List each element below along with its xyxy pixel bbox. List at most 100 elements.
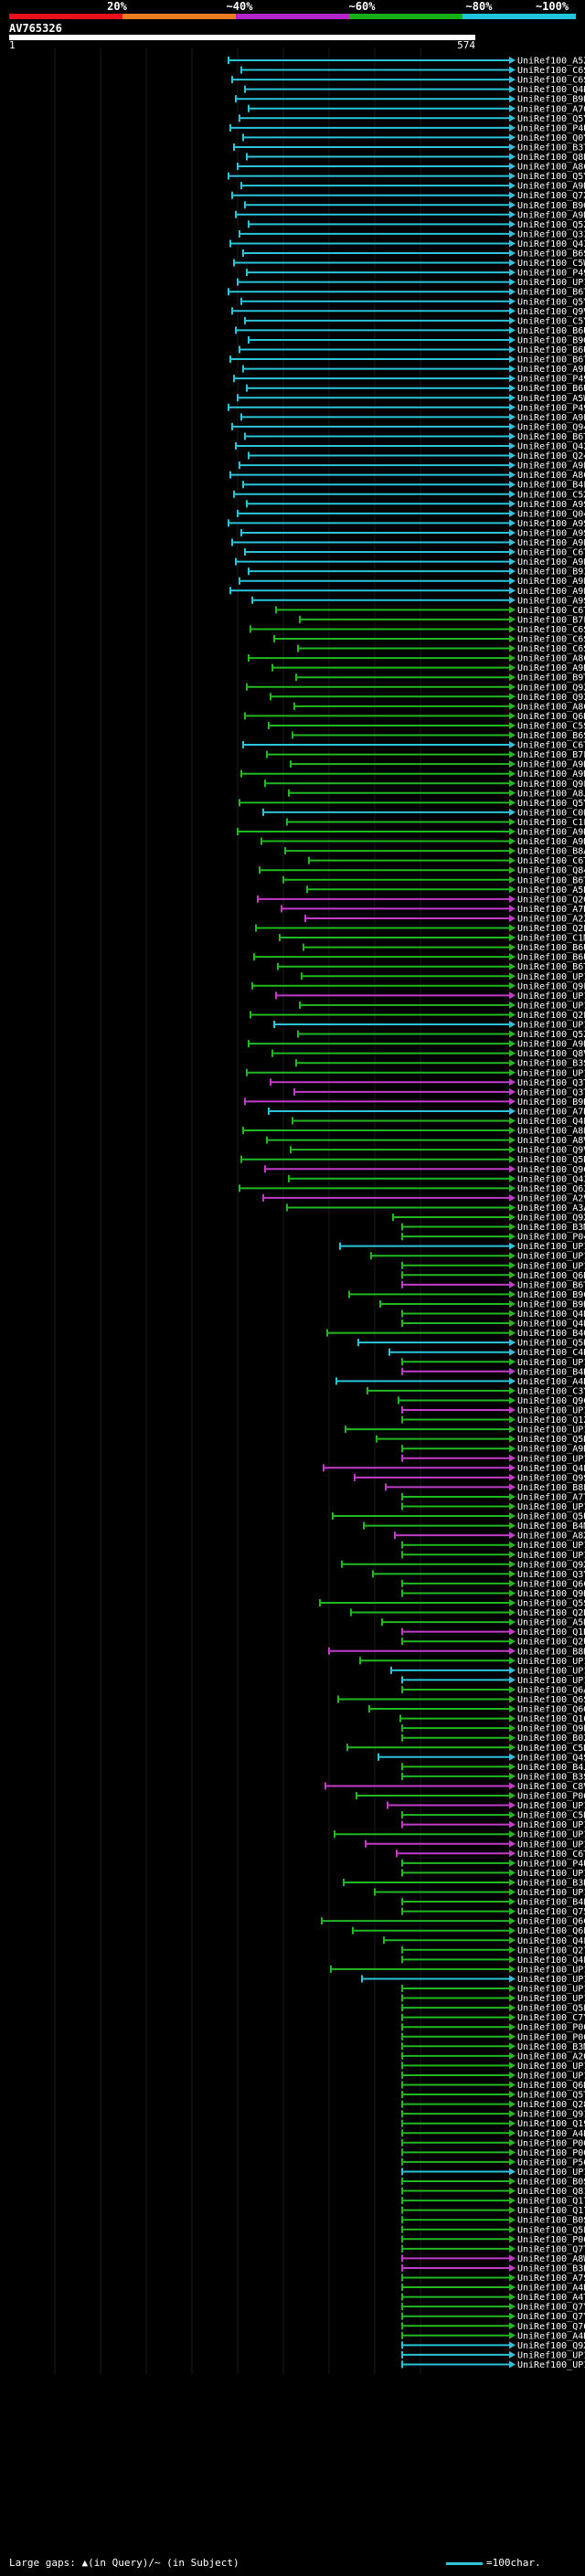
hit-label[interactable]: UniRef100_C5D6Y5 (517, 1811, 585, 1821)
hit-label[interactable]: UniRef100_Q6C1Y4 (517, 1917, 585, 1927)
hit-label[interactable]: UniRef100_A8C197 (517, 163, 585, 173)
hit-label[interactable]: UniRef100_Q1HMS1 (517, 1627, 585, 1638)
hit-label[interactable]: UniRef100_C6SZ23 (517, 635, 585, 645)
hit-label[interactable]: UniRef100_B6T2D0 (517, 1280, 585, 1290)
hit-label[interactable]: UniRef100_C6TLW2 (517, 1850, 585, 1860)
hit-label[interactable]: UniRef100_Q9XV21 (517, 1560, 585, 1570)
hit-label[interactable]: UniRef100_B6T722 (517, 355, 585, 366)
hit-label[interactable]: UniRef100_B9GFX9 (517, 335, 585, 345)
hit-label[interactable]: UniRef100_Q9X5M6 (517, 2341, 585, 2351)
hit-label[interactable]: UniRef100_UP1000.. (517, 1068, 585, 1078)
hit-label[interactable]: UniRef100_A9SUU1 (517, 519, 585, 529)
hit-label[interactable]: UniRef100_Q7YY69 (517, 2312, 585, 2322)
hit-label[interactable]: UniRef100_UP1000.. (517, 1541, 585, 1551)
hit-label[interactable]: UniRef100_B9T5L4 (517, 673, 585, 684)
hit-label[interactable]: UniRef100_C5XJD6 (517, 490, 585, 500)
hit-label[interactable]: UniRef100_Q9FDW8 (517, 779, 585, 790)
hit-label[interactable]: UniRef100_Q27554 (517, 1945, 585, 1956)
hit-label[interactable]: UniRef100_Q7T341 (517, 2244, 585, 2254)
hit-label[interactable]: UniRef100_Q5Y9L4 (517, 114, 585, 124)
hit-label[interactable]: UniRef100_B9REC0 (517, 1097, 585, 1108)
hit-label[interactable]: UniRef100_A9P9S9 (517, 461, 585, 472)
hit-label[interactable]: UniRef100_UP1000.. (517, 2062, 585, 2072)
hit-label[interactable]: UniRef100_A8JBL3 (517, 789, 585, 799)
hit-label[interactable]: UniRef100_Q8VZ60 (517, 1049, 585, 1059)
hit-label[interactable]: UniRef100_Q81RR0 (517, 2187, 585, 2197)
hit-label[interactable]: UniRef100_Q3Y8J0 (517, 1570, 585, 1580)
hit-label[interactable]: UniRef100_B7FGY0 (517, 615, 585, 625)
hit-label[interactable]: UniRef100_UP1000.. (517, 1551, 585, 1561)
hit-label[interactable]: UniRef100_Q7YZ75 (517, 2303, 585, 2313)
hit-label[interactable]: UniRef100_Q24651 (517, 451, 585, 461)
hit-label[interactable]: UniRef100_Q5UBL0 (517, 1512, 585, 1522)
hit-label[interactable]: UniRef100_P00170 (517, 2235, 585, 2245)
hit-label[interactable]: UniRef100_B4MJM9 (517, 1521, 585, 1532)
hit-label[interactable]: UniRef100_Q4DLY0 (517, 1320, 585, 1330)
hit-label[interactable]: UniRef100_Q4S1Y1 (517, 1753, 585, 1763)
hit-label[interactable]: UniRef100_B6TXQ5 (517, 875, 585, 885)
hit-label[interactable]: UniRef100_Q2PDMV (517, 924, 585, 934)
hit-label[interactable]: UniRef100_Q5S429 (517, 1599, 585, 1609)
hit-label[interactable]: UniRef100_A8CIA4 (517, 702, 585, 712)
hit-label[interactable]: UniRef100_B8AWY0 (517, 847, 585, 857)
hit-label[interactable]: UniRef100_UP1000.. (517, 972, 585, 982)
hit-label[interactable]: UniRef100_Q5Y9L3 (517, 172, 585, 182)
hit-label[interactable]: UniRef100_A5B9D6 (517, 885, 585, 896)
hit-label[interactable]: UniRef100_Q94DM6 (517, 422, 585, 432)
hit-label[interactable]: UniRef100_A4HHQ3 (517, 2331, 585, 2341)
hit-label[interactable]: UniRef100_Q5RDJ5 (517, 1155, 585, 1165)
hit-label[interactable]: UniRef100_C0PSD3 (517, 808, 585, 818)
hit-label[interactable]: UniRef100_Q4P1R4 (517, 1117, 585, 1127)
hit-label[interactable]: UniRef100_A9SH40 (517, 596, 585, 606)
hit-label[interactable]: UniRef100_P06168 (517, 1792, 585, 1802)
hit-label[interactable]: UniRef100_A2V944 (517, 1193, 585, 1203)
hit-label[interactable]: UniRef100_P4U3S2 (517, 1859, 585, 1869)
hit-label[interactable]: UniRef100_Q91FH4 (517, 2110, 585, 2120)
hit-label[interactable]: UniRef100_B8NNN6 (517, 1647, 585, 1657)
hit-label[interactable]: UniRef100_Q17Q06 (517, 2206, 585, 2216)
hit-label[interactable]: UniRef100_A9P0G4 (517, 577, 585, 587)
hit-label[interactable]: UniRef100_Q4PF19 (517, 1956, 585, 1966)
hit-label[interactable]: UniRef100_A9NX42 (517, 1040, 585, 1050)
hit-label[interactable]: UniRef100_A5Z1Y7 (517, 57, 585, 67)
hit-label[interactable]: UniRef100_Q9HFV1 (517, 1589, 585, 1599)
hit-label[interactable]: UniRef100_Q6H327 (517, 712, 585, 722)
hit-label[interactable]: UniRef100_UP1000.. (517, 1839, 585, 1850)
hit-label[interactable]: UniRef100_C5YYE5 (517, 316, 585, 326)
hit-label[interactable]: UniRef100_Q4D9F7 (517, 1309, 585, 1320)
hit-label[interactable]: UniRef100_A9SE60 (517, 500, 585, 510)
hit-label[interactable]: UniRef100_Q9ZQT7 (517, 683, 585, 693)
hit-label[interactable]: UniRef100_C5S531 (517, 721, 585, 731)
hit-label[interactable]: UniRef100_B9RWV1 (517, 95, 585, 105)
hit-label[interactable]: UniRef100_UP1000.. (517, 1965, 585, 1975)
hit-label[interactable]: UniRef100_Q5Y9L2 (517, 297, 585, 307)
hit-label[interactable]: UniRef100_A8CI80 (517, 654, 585, 664)
hit-label[interactable]: UniRef100_Q17Q37 (517, 2197, 585, 2207)
hit-label[interactable]: UniRef100_C6TFJ7 (517, 606, 585, 616)
hit-label[interactable]: UniRef100_Q2UHT6 (517, 1638, 585, 1648)
hit-label[interactable]: UniRef100_C5WYD0 (517, 259, 585, 269)
hit-label[interactable]: UniRef100_P49098 (517, 269, 585, 279)
hit-label[interactable]: UniRef100_Q43169 (517, 1174, 585, 1184)
hit-label[interactable]: UniRef100_Q9P1E2 (517, 1724, 585, 1734)
hit-label[interactable]: UniRef100_UP1000.. (517, 1676, 585, 1686)
hit-label[interactable]: UniRef100_A4HNK7 (517, 2284, 585, 2294)
hit-label[interactable]: UniRef100_C6SZ49 (517, 625, 585, 635)
hit-label[interactable]: UniRef100_B9IDK8 (517, 567, 585, 578)
hit-label[interactable]: UniRef100_A9P866 (517, 538, 585, 548)
hit-label[interactable]: UniRef100_B6TT19 (517, 432, 585, 442)
hit-label[interactable]: UniRef100_A9NPV9 (517, 663, 585, 673)
hit-label[interactable]: UniRef100_P00173-2 (517, 2138, 585, 2148)
hit-label[interactable]: UniRef100_A2ZJ31 (517, 914, 585, 924)
hit-label[interactable]: UniRef100_C6T0B6 (517, 548, 585, 558)
hit-label[interactable]: UniRef100_B6UINZ (517, 943, 585, 953)
hit-label[interactable]: UniRef100_A7RYQ6 (517, 1107, 585, 1117)
hit-label[interactable]: UniRef100_A7TMW5 (517, 1492, 585, 1502)
hit-label[interactable]: UniRef100_UP1000.. (517, 1406, 585, 1416)
hit-label[interactable]: UniRef100_Q6NY41 (517, 1271, 585, 1281)
hit-label[interactable]: UniRef100_C4R1Y0 (517, 1348, 585, 1358)
hit-label[interactable]: UniRef100_Q4P9F1 (517, 1464, 585, 1474)
hit-label[interactable]: UniRef100_P00167 (517, 2032, 585, 2042)
hit-label[interactable]: UniRef100_A8XDV6 (517, 1532, 585, 1542)
hit-label[interactable]: UniRef100_B8PCV6 (517, 1483, 585, 1493)
